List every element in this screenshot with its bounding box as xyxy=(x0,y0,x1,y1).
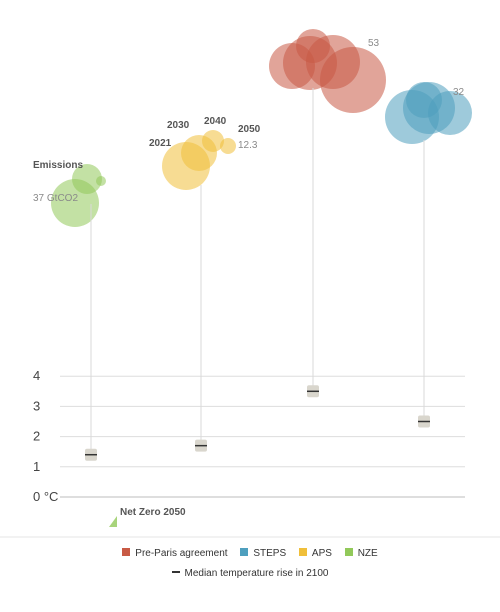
scenario-stems xyxy=(90,88,425,455)
y-axis-ticks: 4 3 2 1 0 °C xyxy=(33,368,58,504)
legend-item-steps[interactable]: STEPS xyxy=(240,544,286,564)
median-markers xyxy=(85,385,430,461)
legend-item-nze[interactable]: NZE xyxy=(344,544,378,564)
legend-swatch-pre-paris xyxy=(122,548,131,557)
aps-emissions-value: 12.3 xyxy=(238,140,258,151)
y-tick-label-3: 3 xyxy=(33,398,40,413)
y-tick-label-1: 1 xyxy=(33,459,40,474)
net-zero-marker-icon xyxy=(109,516,117,527)
aps-year-2050: 2050 xyxy=(238,124,261,135)
legend-item-pre-paris[interactable]: Pre-Paris agreement xyxy=(122,544,228,564)
aps-bubble-3 xyxy=(220,138,236,154)
aps-year-2030: 2030 xyxy=(167,120,190,131)
legend-item-median: Median temperature rise in 2100 xyxy=(171,564,329,584)
legend-scenarios: Pre-Paris agreement STEPS APS NZE xyxy=(0,544,500,564)
legend-label-aps: APS xyxy=(311,548,332,559)
steps-bubble-3 xyxy=(428,91,472,135)
aps-year-2021: 2021 xyxy=(149,138,172,149)
nze-bubble-2 xyxy=(96,176,106,186)
steps-emissions-value: 32 xyxy=(453,87,465,98)
aps-year-2040: 2040 xyxy=(204,116,227,127)
nze-bubble-1 xyxy=(72,164,102,194)
chart-labels: Emissions 37 GtCO2 2021 2030 2040 2050 1… xyxy=(33,38,465,527)
emission-bubbles xyxy=(51,29,472,227)
median-dash-icon xyxy=(171,571,180,574)
legend-swatch-aps xyxy=(298,548,307,557)
y-tick-label-0: 0 °C xyxy=(33,489,58,504)
legend-label-median: Median temperature rise in 2100 xyxy=(184,568,329,579)
legend-label-pre-paris: Pre-Paris agreement xyxy=(135,548,228,559)
temperature-gridlines xyxy=(0,375,500,538)
net-zero-label: Net Zero 2050 xyxy=(120,507,186,518)
nze-emissions-value: 37 GtCO2 xyxy=(33,193,78,204)
pre-paris-agreement-bubble-4 xyxy=(320,47,386,113)
legend: Pre-Paris agreement STEPS APS NZE Median… xyxy=(0,544,500,584)
emissions-label: Emissions xyxy=(33,160,83,171)
aps-bubble-2 xyxy=(202,130,224,152)
legend-label-steps: STEPS xyxy=(253,548,287,559)
y-tick-label-2: 2 xyxy=(33,429,40,444)
legend-swatch-steps xyxy=(240,548,249,557)
y-tick-label-4: 4 xyxy=(33,368,40,383)
legend-label-nze: NZE xyxy=(357,548,378,559)
pre-paris-emissions-value: 53 xyxy=(368,38,380,49)
legend-swatch-nze xyxy=(344,548,353,557)
legend-median: Median temperature rise in 2100 xyxy=(0,564,500,584)
legend-item-aps[interactable]: APS xyxy=(298,544,332,564)
